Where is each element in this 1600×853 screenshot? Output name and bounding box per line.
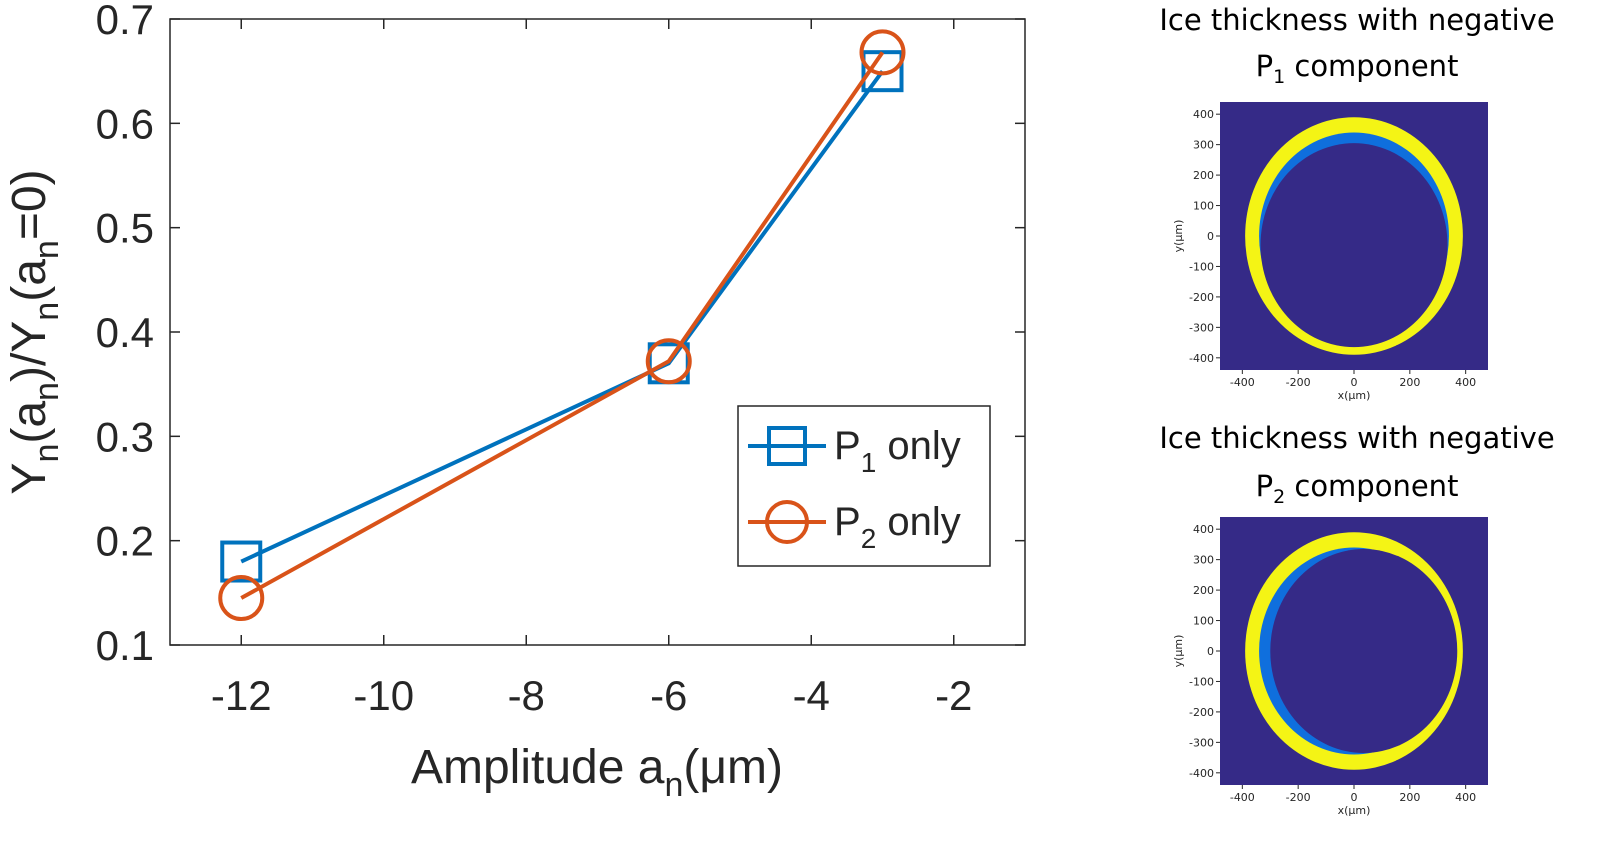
heatmap-top-title-line1: Ice thickness with negative: [1159, 3, 1554, 37]
y-tick-label: 0.7: [96, 0, 154, 43]
series-2-marker: [218, 575, 265, 622]
series-1-marker: [861, 50, 904, 93]
hm-y-tick-label-bottom: 100: [1193, 615, 1214, 628]
hm-x-tick-label-bottom: -400: [1230, 791, 1255, 804]
hm-y-axis-label-top: y(μm): [1172, 220, 1185, 253]
hm-y-tick-label-bottom: -300: [1189, 736, 1214, 749]
legend-label-1: P1 only: [834, 424, 961, 478]
heatmap-bottom-title-line1: Ice thickness with negative: [1159, 421, 1554, 455]
hm-x-tick-label-top: -200: [1286, 376, 1311, 389]
x-tick-label: -4: [793, 672, 830, 719]
x-tick-label: -2: [935, 672, 972, 719]
hm-y-tick-label-top: -100: [1189, 260, 1214, 273]
hm-y-tick-label-top: 400: [1193, 108, 1214, 121]
hm-x-tick-label-bottom: 0: [1351, 791, 1358, 804]
hm-y-tick-label-top: 0: [1207, 230, 1214, 243]
y-tick-label: 0.6: [96, 100, 154, 147]
hm-x-tick-label-top: 200: [1399, 376, 1420, 389]
y-tick-label: 0.1: [96, 622, 154, 669]
heatmap-top: Ice thickness with negative P1 component…: [1159, 3, 1554, 402]
hm-x-tick-label-bottom: -200: [1286, 791, 1311, 804]
x-tick-label: -8: [508, 672, 545, 719]
x-tick-label: -6: [650, 672, 687, 719]
series-2-marker: [859, 29, 906, 76]
hm-x-tick-label-top: 0: [1351, 376, 1358, 389]
hm-x-tick-label-top: 400: [1455, 376, 1476, 389]
legend: P1 only P2 only: [737, 405, 991, 567]
series-line-2: [240, 51, 885, 600]
y-tick-label: 0.2: [96, 518, 154, 565]
y-tick-label: 0.4: [96, 309, 154, 356]
hm-y-tick-label-bottom: -400: [1189, 767, 1214, 780]
hm-y-tick-label-top: 300: [1193, 139, 1214, 152]
heatmap-bottom-title-line2: P2 component: [1256, 469, 1459, 508]
hm-x-tick-label-bottom: 400: [1455, 791, 1476, 804]
hm-y-tick-label-bottom: 400: [1193, 523, 1214, 536]
hm-y-tick-label-top: -200: [1189, 291, 1214, 304]
heatmap-bottom: Ice thickness with negative P2 component…: [1159, 421, 1554, 817]
hm-y-tick-label-top: 200: [1193, 169, 1214, 182]
legend-marker-circle: [765, 500, 809, 544]
hm-y-tick-label-top: -400: [1189, 352, 1214, 365]
hm-y-axis-label-bottom: y(μm): [1172, 635, 1185, 668]
main-chart: 0.1 0.2 0.3 0.4 0.5 0.6 0.7 -12 -10 -8 -6 -4 -2 Ampli…: [3, 0, 1026, 804]
x-tick-label: -10: [353, 672, 414, 719]
series-2-marker: [645, 338, 692, 385]
series-1-marker: [220, 540, 263, 583]
hm-y-tick-label-bottom: 300: [1193, 554, 1214, 567]
heatmap-top-title-line2: P1 component: [1256, 49, 1459, 88]
hm-y-tick-label-bottom: 0: [1207, 645, 1214, 658]
hm-x-axis-label-bottom: x(μm): [1338, 804, 1371, 817]
y-tick-label: 0.3: [96, 413, 154, 460]
legend-marker-square: [767, 426, 807, 466]
hm-y-tick-label-bottom: -100: [1189, 675, 1214, 688]
y-tick-label: 0.5: [96, 205, 154, 252]
x-axis-label: Amplitude an(μm): [411, 741, 783, 804]
hm-y-tick-label-top: 100: [1193, 200, 1214, 213]
inner-cavity-bottom: [1270, 549, 1458, 753]
hm-x-tick-label-bottom: 200: [1399, 791, 1420, 804]
hm-y-tick-label-bottom: -200: [1189, 706, 1214, 719]
hm-y-tick-label-top: -300: [1189, 321, 1214, 334]
hm-y-tick-label-bottom: 200: [1193, 584, 1214, 597]
hm-x-tick-label-top: -400: [1230, 376, 1255, 389]
hm-x-axis-label-top: x(μm): [1338, 389, 1371, 402]
inner-cavity-top: [1260, 143, 1448, 348]
x-tick-label: -12: [211, 672, 272, 719]
legend-label-2: P2 only: [834, 500, 961, 554]
y-axis-label: Yn(an)/Yn(an=0): [3, 169, 66, 494]
